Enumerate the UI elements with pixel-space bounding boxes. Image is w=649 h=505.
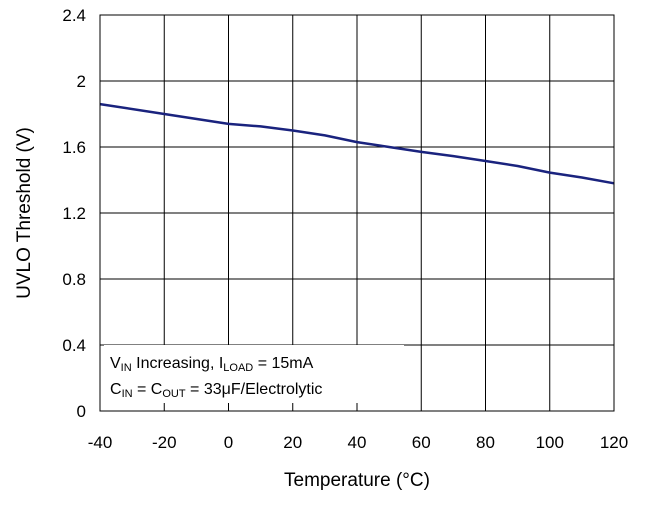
plot-frame xyxy=(99,14,615,412)
series-layer xyxy=(99,102,615,185)
annotation-box: VIN Increasing, ILOAD = 15mA CIN = COUT … xyxy=(104,345,404,403)
y-tick-label: 2 xyxy=(77,72,86,91)
y-tick-label: 1.6 xyxy=(62,138,86,157)
annotation-background xyxy=(104,345,404,403)
y-tick-label: 2.4 xyxy=(62,6,86,25)
x-tick-label: 40 xyxy=(348,433,367,452)
tick-labels: -40 -20 0 20 40 60 80 100 120 0 0.4 0.8 1.2 1.6 2 2.4 xyxy=(62,6,628,452)
x-tick-label: 100 xyxy=(536,433,564,452)
y-tick-label: 0.4 xyxy=(62,336,86,355)
y-tick-label: 0 xyxy=(77,402,86,421)
y-axis-title: UVLO Threshold (V) xyxy=(14,127,35,299)
x-tick-label: 80 xyxy=(476,433,495,452)
x-tick-label: -20 xyxy=(152,433,177,452)
series-line xyxy=(99,102,615,185)
annotation-line-2: CIN = COUT = 33μF/Electrolytic xyxy=(110,381,322,400)
x-axis-title: Temperature (°C) xyxy=(284,470,430,491)
annotation-line-1: VIN Increasing, ILOAD = 15mA xyxy=(110,355,314,374)
x-tick-label: 0 xyxy=(224,433,233,452)
y-tick-label: 1.2 xyxy=(62,204,86,223)
x-tick-label: -40 xyxy=(88,433,113,452)
y-tick-label: 0.8 xyxy=(62,270,86,289)
x-tick-label: 60 xyxy=(412,433,431,452)
x-tick-label: 120 xyxy=(600,433,628,452)
x-tick-label: 20 xyxy=(283,433,302,452)
